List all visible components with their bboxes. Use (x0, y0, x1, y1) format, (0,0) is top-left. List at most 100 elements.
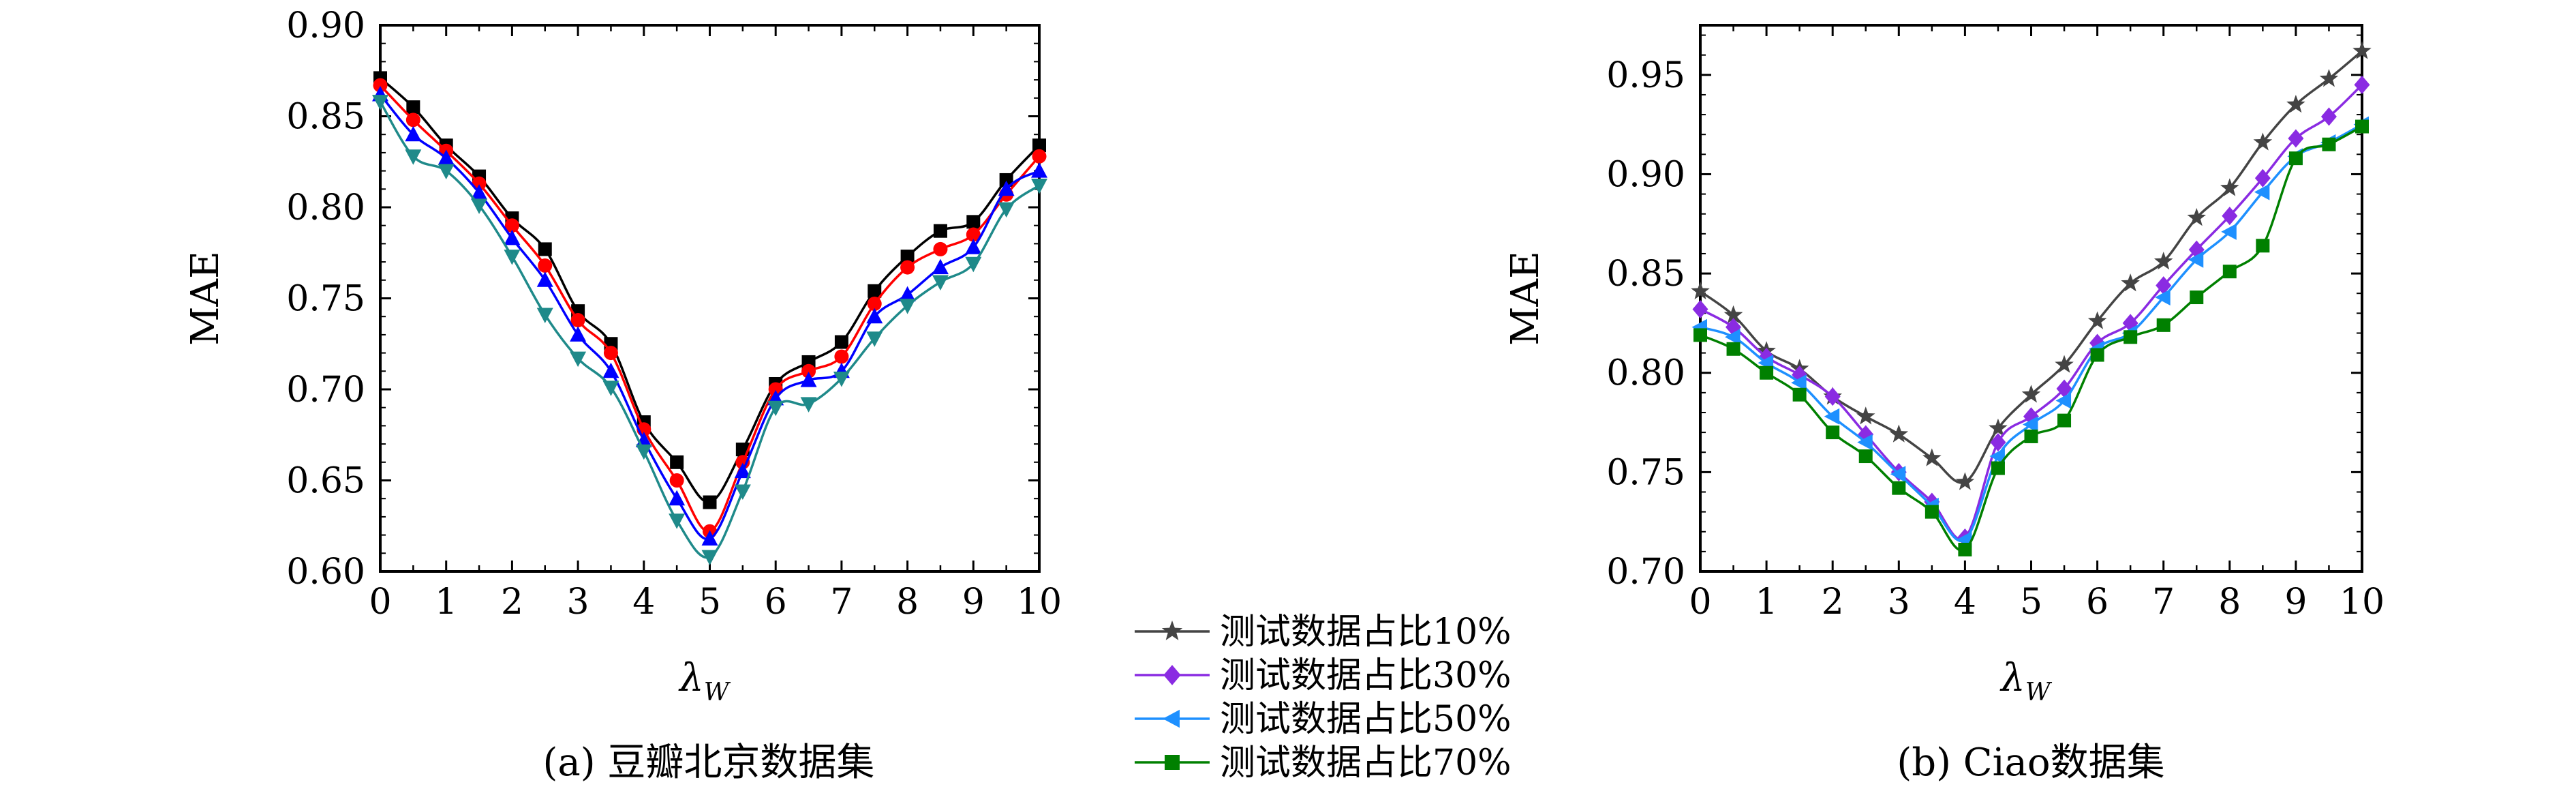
ciao-data-point (2121, 273, 2140, 292)
ciao-data-point (2153, 252, 2173, 270)
ciao-data-point (2254, 183, 2270, 200)
douban-x-axis-label: λW (678, 656, 731, 706)
douban-data-point (1031, 162, 1047, 178)
douban-data-point (933, 224, 947, 238)
douban-data-point (570, 326, 587, 342)
ciao-x-tick-label: 6 (2086, 582, 2109, 623)
douban-y-tick-label: 0.80 (286, 188, 365, 228)
ciao-x-tick-label: 5 (2020, 582, 2042, 623)
douban-series-line (379, 84, 1041, 533)
ciao-data-point (2024, 429, 2038, 443)
douban-x-tick-label: 6 (765, 582, 787, 623)
douban-data-point (406, 100, 420, 115)
douban-data-point (900, 250, 915, 264)
douban-data-point (966, 215, 981, 229)
douban-data-point (405, 149, 422, 165)
douban-y-tick-label: 0.70 (286, 370, 365, 411)
douban-data-point (471, 198, 488, 214)
ciao-data-point (1991, 461, 2005, 475)
ciao-data-point (1958, 542, 1972, 556)
douban-data-point (504, 250, 521, 265)
ciao-data-point (2087, 311, 2107, 329)
ciao-data-point (2355, 119, 2369, 134)
ciao-data-point (2253, 132, 2273, 151)
douban-data-point (438, 164, 455, 180)
caption-douban: (a) 豆瓣北京数据集 (543, 741, 875, 785)
douban-data-point (373, 78, 388, 93)
ciao-data-point (1824, 408, 1840, 425)
ciao-y-tick-label: 0.95 (1606, 55, 1685, 96)
ciao-series-line (1700, 84, 2363, 541)
ciao-y-axis-label: MAE (1503, 251, 1548, 346)
ciao-data-point (1892, 481, 1906, 495)
douban-data-point (1032, 138, 1046, 153)
douban-data-point (932, 258, 949, 275)
douban-data-point (800, 397, 817, 413)
ciao-y-tick-label: 0.90 (1606, 154, 1685, 195)
legend-label: 测试数据占比30% (1220, 655, 1512, 696)
douban-data-point (701, 530, 718, 546)
ciao-data-point (2057, 413, 2072, 428)
douban-data-point (405, 113, 420, 128)
ciao-data-point (2256, 239, 2270, 253)
douban-data-point (603, 346, 618, 361)
douban-y-tick-label: 0.65 (286, 461, 365, 502)
douban-data-point (405, 125, 422, 142)
ciao-x-tick-label: 9 (2284, 582, 2307, 623)
douban-data-point (801, 363, 816, 378)
ciao-data-point (2221, 223, 2237, 240)
douban-plot-frame (379, 24, 1041, 573)
douban-data-point (372, 95, 388, 110)
legend-label: 测试数据占比70% (1220, 743, 1512, 783)
ciao-data-point (2156, 276, 2172, 295)
ciao-data-point (1792, 387, 1807, 402)
ciao-data-point (2220, 178, 2239, 196)
legend-label: 测试数据占比50% (1220, 699, 1512, 740)
douban-data-point (734, 462, 751, 479)
douban-y-tick-label: 0.75 (286, 279, 365, 320)
ciao-data-point (2322, 137, 2336, 151)
douban-data-point (504, 229, 521, 245)
douban-data-point (570, 351, 587, 368)
douban-data-point (932, 275, 949, 290)
ciao-y-tick-label: 0.75 (1606, 452, 1685, 493)
douban-series-line (379, 101, 1041, 559)
legend-marker (1163, 709, 1180, 728)
legend-marker (1165, 755, 1180, 770)
douban-data-point (602, 362, 619, 378)
ciao-data-point (1692, 300, 1708, 319)
douban-x-tick-label: 9 (962, 582, 985, 623)
ciao-data-point (2023, 416, 2038, 433)
ciao-x-tick-label: 3 (1888, 582, 1910, 623)
douban-data-point (701, 550, 718, 566)
ciao-x-tick-label: 10 (2340, 582, 2385, 623)
ciao-data-point (2123, 330, 2138, 344)
ciao-data-point (1725, 329, 1741, 346)
ciao-series-line (1699, 50, 2363, 484)
douban-data-point (471, 184, 488, 200)
legend: 测试数据占比10%测试数据占比30%测试数据占比50%测试数据占比70% (1135, 612, 1512, 783)
douban-data-point (536, 271, 553, 287)
ciao-data-point (1889, 424, 1909, 443)
douban-data-point (602, 380, 619, 396)
ciao-data-point (1890, 466, 1906, 483)
chart-panel-douban: 0 1 2 3 4 5 6 7 8 9 10 0.60 0.65 0.70 0.75 0.80 0.85 0.90… (183, 5, 1062, 706)
ciao-x-tick-label: 2 (1822, 582, 1844, 623)
ciao-data-point (1857, 434, 1873, 451)
douban-data-point (670, 455, 684, 469)
douban-y-tick-label: 0.85 (286, 97, 365, 138)
ciao-data-point (2156, 318, 2171, 332)
douban-data-point (998, 202, 1015, 218)
douban-data-point (734, 484, 751, 501)
ciao-data-point (1726, 342, 1741, 356)
ciao-data-point (1989, 418, 2008, 437)
douban-data-point (635, 444, 652, 460)
ciao-data-point (2155, 289, 2171, 306)
ciao-data-point (1858, 449, 1873, 464)
douban-x-tick-label: 10 (1017, 582, 1062, 623)
ciao-data-point (2354, 75, 2370, 94)
ciao-data-point (2055, 355, 2074, 373)
ciao-y-tick-label: 0.80 (1606, 353, 1685, 394)
ciao-data-point (1955, 472, 1975, 490)
